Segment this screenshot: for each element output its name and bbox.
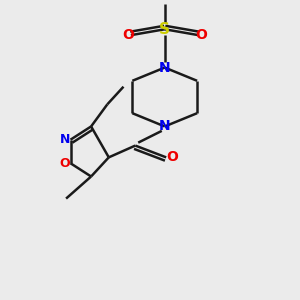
Text: O: O [196,28,208,42]
Text: N: N [159,61,170,75]
Text: O: O [166,150,178,164]
Text: O: O [59,157,70,170]
Text: O: O [122,28,134,42]
Text: S: S [159,22,170,37]
Text: N: N [159,119,170,134]
Text: N: N [59,133,70,146]
